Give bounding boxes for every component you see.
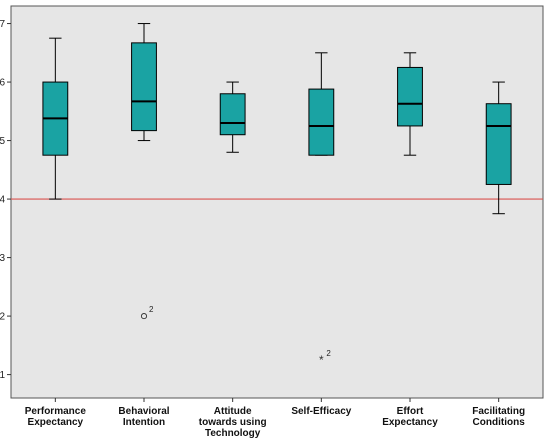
y-tick-label: 5 xyxy=(0,136,5,147)
plot-area xyxy=(10,5,544,399)
x-tick-label: Effort Expectancy xyxy=(382,406,438,428)
y-tick-label: 3 xyxy=(0,253,5,264)
box-group xyxy=(397,52,423,156)
iqr-box xyxy=(485,103,512,185)
x-tick-label: Attitude towards using Technology xyxy=(199,406,267,439)
extreme-outlier-point: * xyxy=(319,353,324,367)
box-group xyxy=(485,81,512,215)
box-group xyxy=(42,37,69,200)
y-tick-label: 2 xyxy=(0,312,5,323)
y-tick-label: 6 xyxy=(0,78,5,89)
x-axis: Performance Expectancy Behavioral Intention… xyxy=(25,398,525,439)
iqr-box xyxy=(397,66,423,127)
x-tick-label: Performance Expectancy xyxy=(25,406,87,428)
y-tick-label: 1 xyxy=(0,370,5,381)
y-tick-label: 7 xyxy=(0,19,5,30)
outlier-point xyxy=(140,313,148,320)
x-tick-label: Self-Efficacy xyxy=(291,406,351,417)
outlier-label: 2 xyxy=(149,305,154,314)
box-series: 2* 2 xyxy=(42,23,512,367)
outlier-label: 2 xyxy=(326,349,331,358)
y-axis: 1 2 3 4 5 6 7 xyxy=(0,19,11,381)
iqr-box xyxy=(308,88,335,156)
iqr-box xyxy=(131,42,157,132)
box-group xyxy=(219,81,246,153)
iqr-box xyxy=(219,93,246,136)
x-tick-label: Behavioral Intention xyxy=(118,406,169,428)
x-tick-label: Facilitating Conditions xyxy=(472,406,525,428)
y-tick-label: 4 xyxy=(0,195,5,206)
box-group: 2 xyxy=(131,23,157,320)
box-group: * 2 xyxy=(308,52,335,367)
